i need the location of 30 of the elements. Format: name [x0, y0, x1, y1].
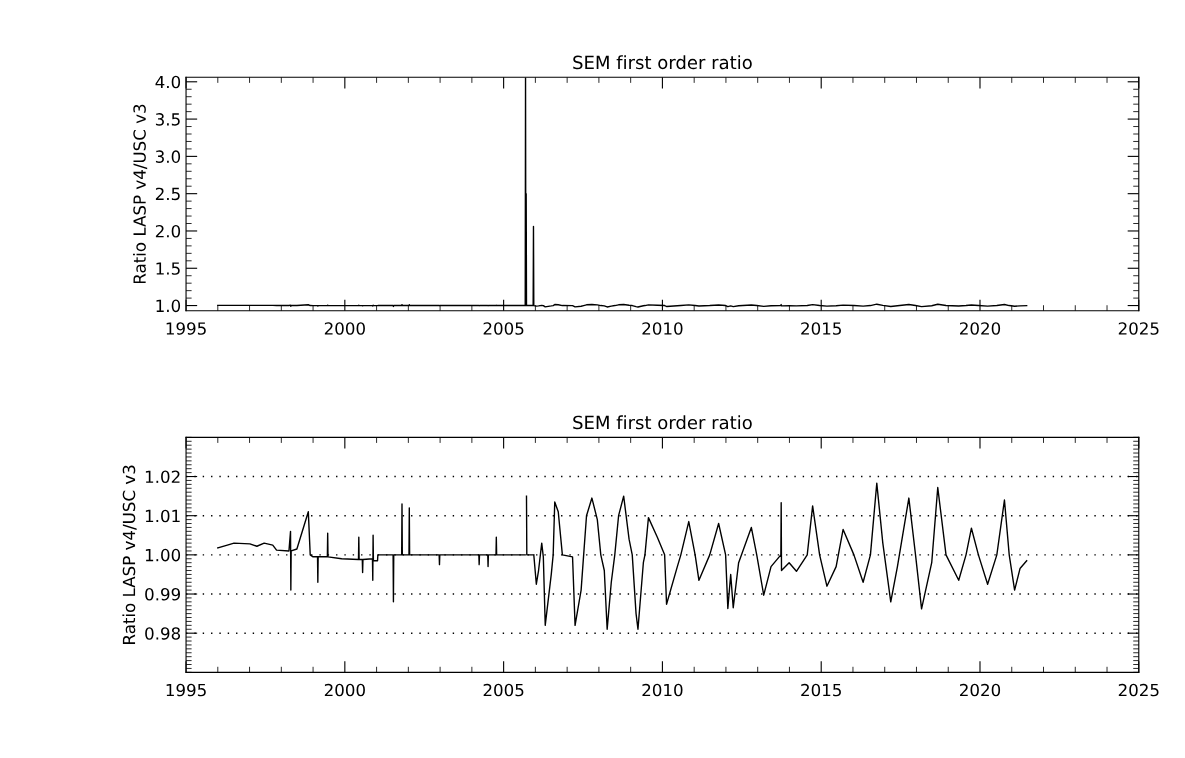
y-axis-title: Ratio LASP v4/USC v3 [132, 104, 148, 284]
y-tick-label: 3.5 [155, 113, 180, 126]
x-tick-label: 2020 [960, 322, 1001, 335]
x-tick-label: 2020 [960, 683, 1001, 697]
y-tick-label: 1.0 [156, 299, 181, 313]
y-tick-label: 4.0 [155, 75, 181, 89]
y-tick-label: 1.00 [145, 548, 181, 562]
y-tick-label: 2.0 [155, 224, 181, 238]
y-tick-label: 0.99 [145, 587, 181, 601]
x-tick-label: 2025 [1118, 683, 1159, 697]
x-tick-label: 1995 [166, 683, 206, 697]
x-tick-label: 1995 [166, 322, 206, 335]
x-tick-label: 2015 [801, 322, 841, 335]
x-tick-label: 2010 [642, 322, 683, 335]
x-tick-label: 2010 [642, 683, 683, 697]
x-tick-label: 2000 [324, 683, 365, 697]
x-tick-label: 2005 [483, 683, 524, 697]
y-tick-label: 1.02 [145, 470, 180, 484]
x-tick-label: 2025 [1118, 322, 1159, 335]
x-tick-label: 2005 [483, 322, 524, 335]
x-tick-label: 2000 [324, 322, 365, 335]
chart-title: SEM first order ratio [573, 415, 752, 430]
y-tick-label: 0.98 [145, 627, 181, 640]
y-tick-label: 2.5 [155, 187, 180, 201]
chart-title: SEM first order ratio [573, 55, 752, 70]
x-tick-label: 2015 [801, 683, 841, 697]
y-axis-title: Ratio LASP v4/USC v3 [122, 465, 137, 644]
y-tick-label: 1.5 [156, 262, 180, 275]
y-tick-label: 3.0 [155, 150, 181, 163]
y-tick-label: 1.01 [145, 509, 180, 523]
